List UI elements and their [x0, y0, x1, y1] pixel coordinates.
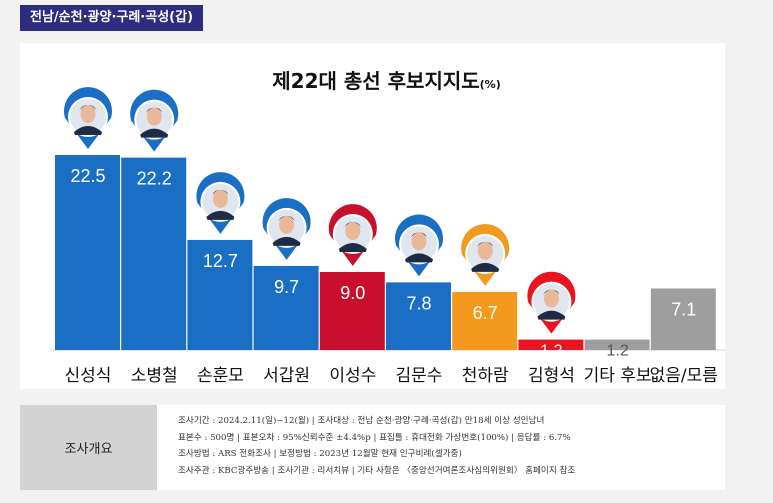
chart-svg: 22.5 신성식 22.2 소병철 12.7 손훈모 9.7 서갑원 9.0 이성수 7.8 김문수 6… [50, 87, 725, 386]
candidate-face [477, 241, 493, 260]
candidate-suit [405, 253, 433, 263]
candidate-suit [206, 210, 235, 220]
bar [650, 288, 716, 350]
bar [386, 282, 451, 350]
chart-title-text: 제22대 총선 후보지지도 [272, 69, 480, 93]
candidate-suit [537, 310, 566, 320]
bar-value-label: 22.5 [70, 166, 105, 186]
candidate-suit [140, 128, 169, 138]
survey-line: 조사방법 : ARS 전화조사 | 보정방법 : 2023년 12월말 현재 인… [178, 449, 462, 459]
chart-title-unit: (%) [479, 78, 501, 91]
category-label: 서갑원 [263, 366, 310, 386]
category-label: 김형석 [528, 366, 575, 386]
bar [518, 339, 584, 350]
candidate-hair [543, 289, 560, 295]
category-label: 천하람 [462, 366, 509, 386]
bar-value-label: 22.2 [137, 169, 172, 189]
bar-value-label: 9.7 [274, 277, 299, 297]
candidate-suit [74, 126, 102, 135]
candidate-hair [477, 241, 494, 247]
candidate-hair [278, 215, 295, 221]
survey-line: 조사기간 : 2024.2.11(일)~12(월) | 조사대상 : 전남 순천… [178, 416, 545, 426]
candidate-face [212, 189, 228, 208]
candidate-hair [146, 107, 163, 113]
bar-value-label: 7.1 [671, 299, 696, 319]
candidate-hair [212, 189, 229, 195]
category-label: 없음/모름 [650, 366, 718, 386]
chart-title: 제22대 총선 후보지지도(%) [0, 65, 773, 94]
bar [253, 265, 319, 350]
region-tag: 전남/순천·광양·구례·곡성(갑) [20, 5, 204, 31]
category-label: 김문수 [396, 366, 443, 386]
candidate-face [279, 215, 295, 234]
candidate-hair [344, 222, 361, 227]
candidate-face [411, 232, 427, 251]
bar-value-label: 7.8 [406, 293, 431, 313]
candidate-face [146, 107, 162, 126]
survey-lines: 조사기간 : 2024.2.11(일)~12(월) | 조사대상 : 전남 순천… [178, 413, 723, 479]
survey-line: 표본수 : 500명 | 표본오차 : 95%신뢰수준 ±4.4%p | 표집틀… [178, 432, 571, 443]
bar-value-label: 9.0 [340, 283, 365, 303]
bar [319, 272, 385, 350]
category-label: 손훈모 [197, 366, 244, 386]
candidate-face [80, 105, 96, 123]
candidate-suit [338, 243, 367, 252]
bar [452, 291, 518, 350]
candidate-suit [272, 236, 301, 246]
category-label: 이성수 [329, 366, 376, 386]
candidate-suit [471, 262, 500, 272]
category-label: 기타 후보 [584, 366, 652, 386]
bar [584, 339, 650, 350]
category-label: 신성식 [65, 366, 112, 386]
bar-value-label: 12.7 [203, 251, 238, 271]
candidate-hair [80, 105, 96, 110]
bar-value-label: 1.2 [606, 343, 628, 360]
category-label: 소병철 [131, 366, 178, 386]
bar [121, 157, 187, 350]
survey-box: 조사개요 조사기간 : 2024.2.11(일)~12(월) | 조사대상 : … [20, 405, 725, 490]
bar [187, 239, 253, 350]
survey-label: 조사개요 [20, 405, 157, 490]
survey-line: 조사주관 : KBC광주방송 | 조사기관 : 리서치뷰 | 기타 사항은 〈중… [178, 465, 576, 476]
bar [55, 155, 120, 350]
candidate-face [345, 222, 361, 240]
bar-value-label: 1.2 [540, 343, 562, 360]
candidate-face [543, 289, 559, 308]
bar-value-label: 6.7 [473, 303, 498, 323]
candidate-hair [411, 232, 427, 238]
